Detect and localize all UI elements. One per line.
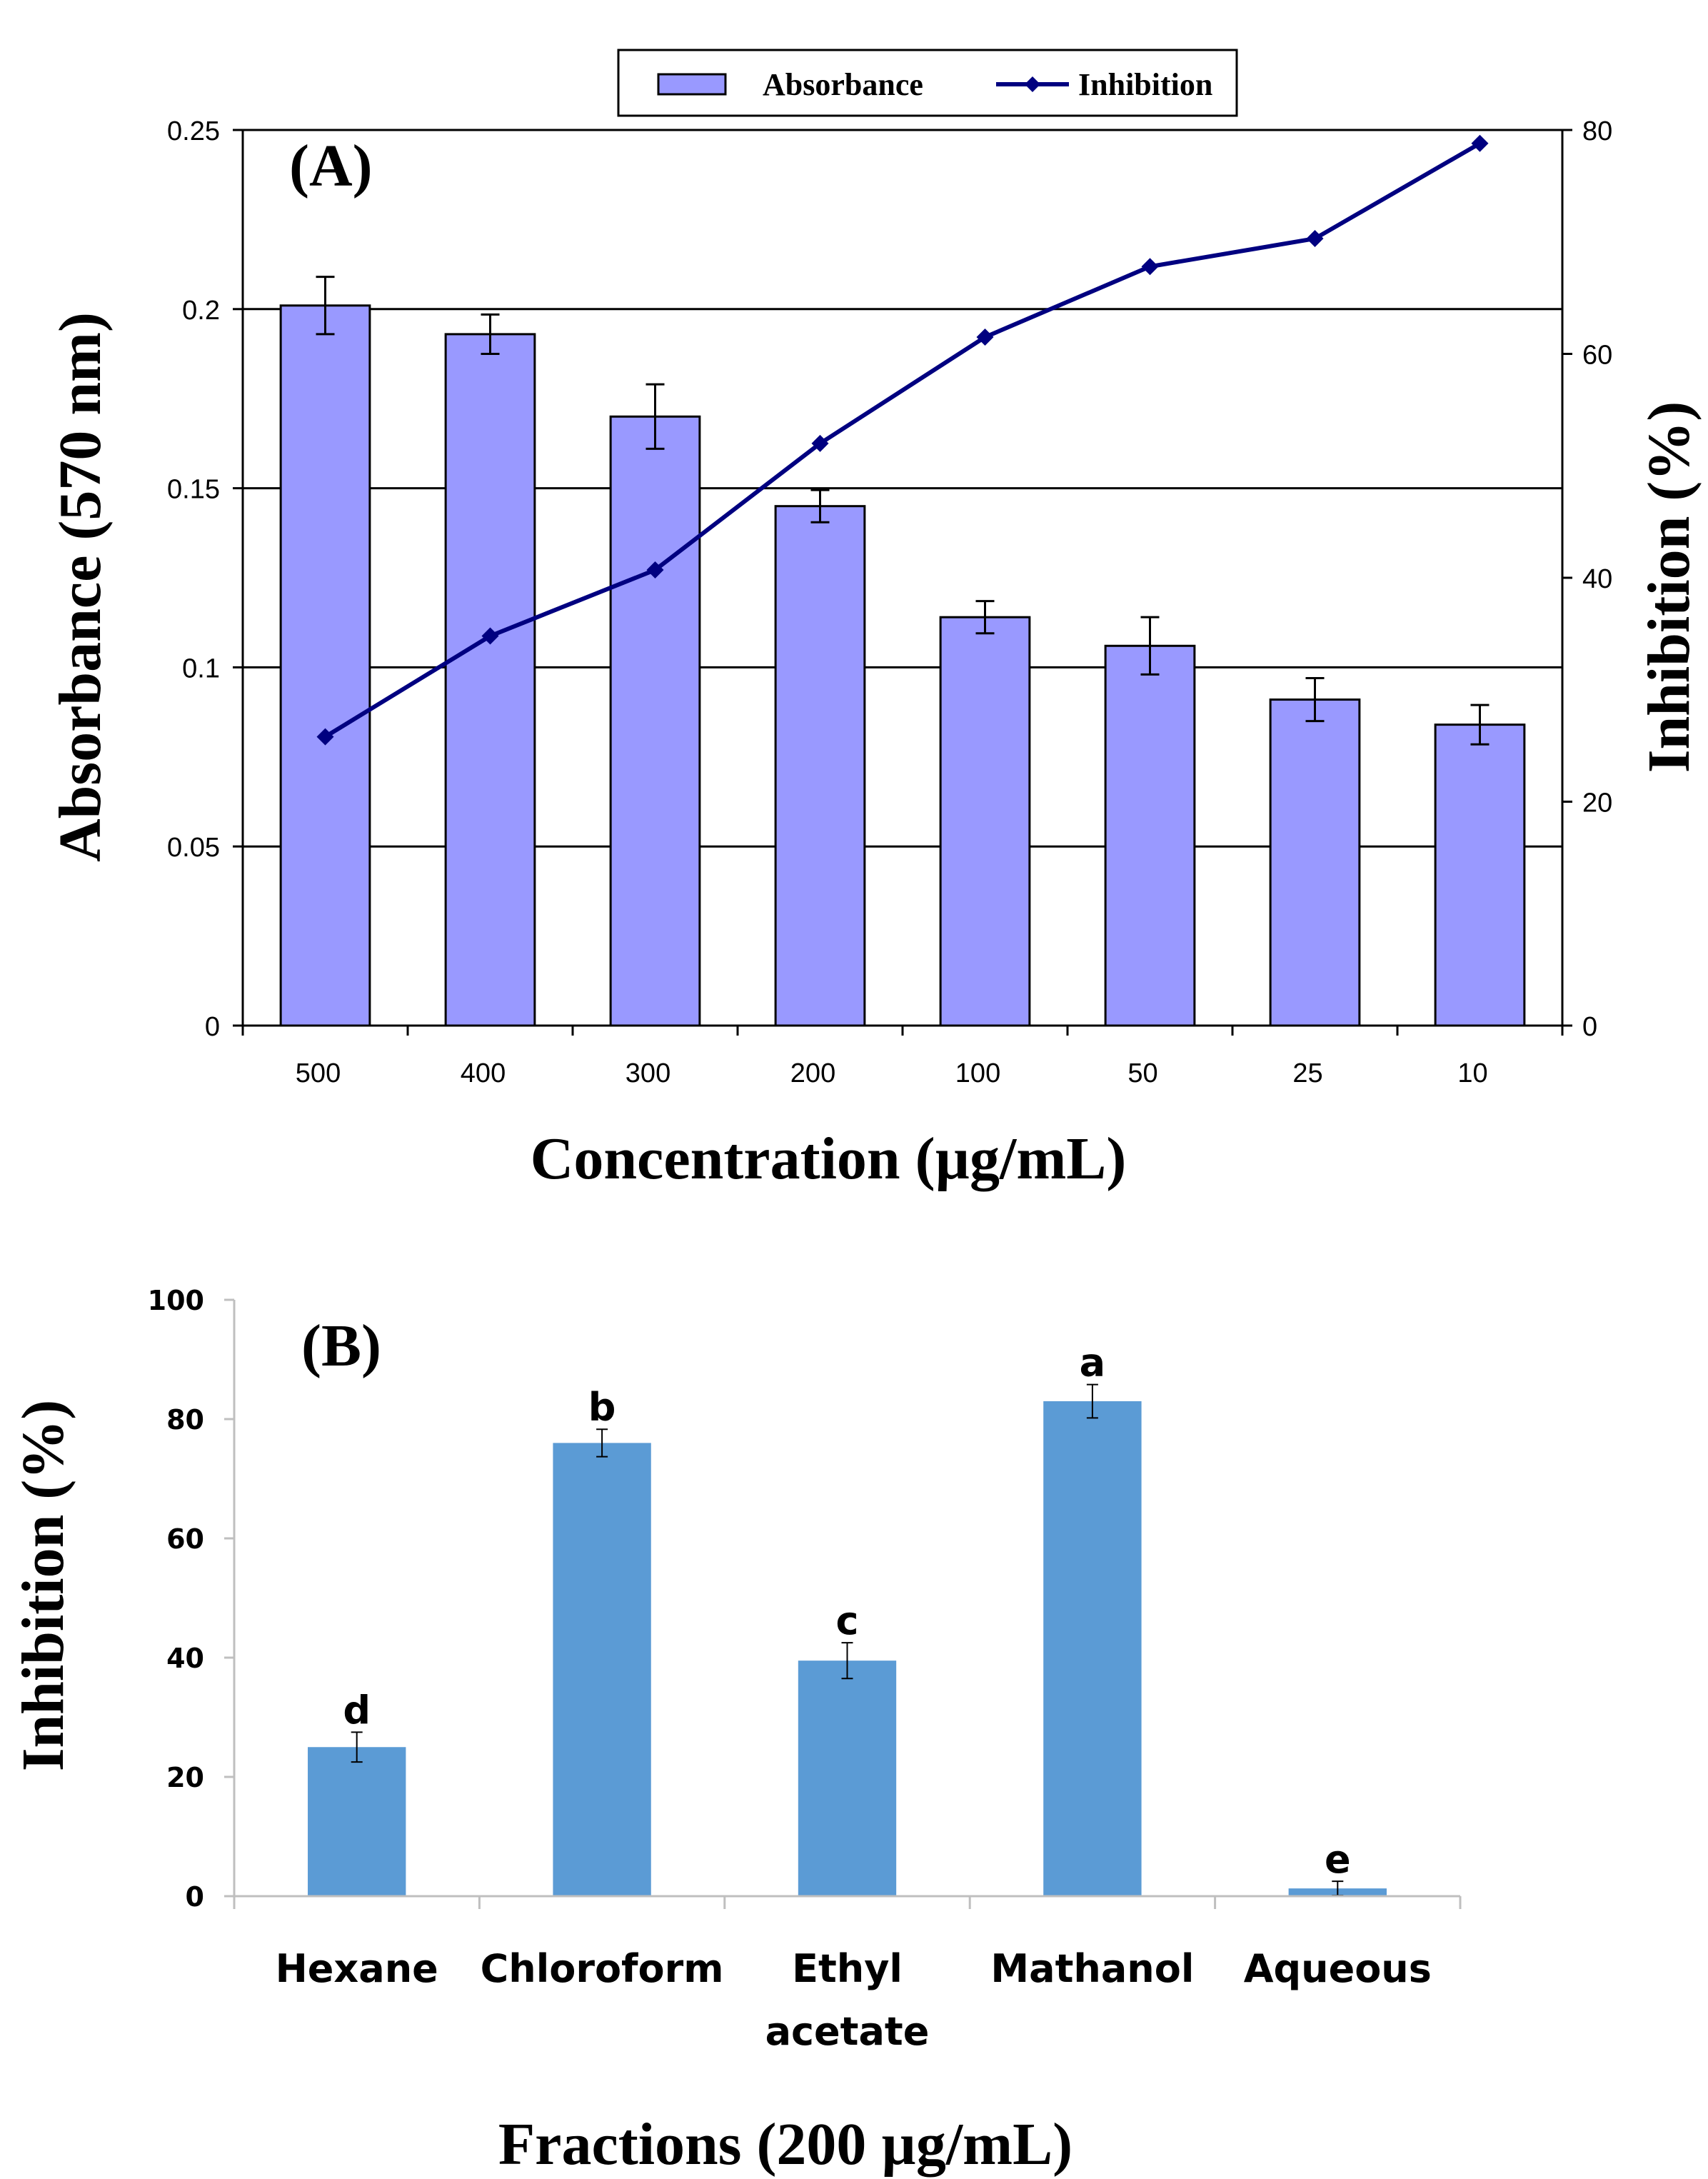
a-inhibition-marker [646, 561, 664, 579]
a-x-tick-label: 200 [790, 1058, 835, 1088]
b-x-tick-label: Ethyl [792, 1946, 903, 1991]
a-left-tick-label: 0.25 [167, 116, 220, 146]
b-significance-letter: a [1080, 1341, 1105, 1386]
a-panel-label: (A) [289, 133, 373, 199]
chart-a: 0 0.05 0.1 0.15 0.2 0.25 0 20 40 60 80 500 400 300 2… [47, 49, 1702, 1192]
b-y-tick-label: 40 [166, 1643, 204, 1674]
a-inhibition-marker [976, 328, 994, 346]
a-left-tick-label: 0.1 [182, 653, 220, 683]
b-y-ticks: 0 20 40 60 80 100 [148, 1285, 234, 1913]
a-inhibition-marker [316, 728, 334, 746]
a-y-axis-label: Absorbance (570 nm) [47, 312, 114, 862]
b-significance-letter: c [835, 1598, 858, 1643]
a-inhibition-marker [1306, 230, 1324, 248]
b-y-tick-label: 100 [148, 1285, 204, 1316]
a-left-tick-label: 0.15 [167, 475, 220, 505]
legend-inhibition-label: Inhibition [1078, 67, 1212, 102]
a-inhibition-marker [811, 434, 829, 452]
a-left-ticks: 0 0.05 0.1 0.15 0.2 0.25 [167, 116, 243, 1042]
a-x-tick-label: 500 [296, 1058, 341, 1088]
a-x-ticks: 500 400 300 200 100 50 25 10 [241, 1026, 1564, 1088]
a-x-axis-label: Concentration (µg/mL) [531, 1126, 1127, 1192]
b-bar [798, 1660, 897, 1896]
b-x-tick-label: Aqueous [1244, 1946, 1432, 1991]
chart-b: d b c a e 0 20 40 60 80 100 Hexane Chloroform Ethyl… [10, 1285, 1462, 2178]
a-bar [1104, 644, 1196, 1027]
legend-absorbance-label: Absorbance [763, 67, 923, 102]
b-y-tick-label: 0 [186, 1881, 204, 1913]
b-significance-letters: d b c a e [343, 1341, 1350, 1883]
b-y-tick-label: 60 [166, 1523, 204, 1555]
a-inhibition-marker [1141, 258, 1159, 276]
b-y-tick-label: 80 [166, 1404, 204, 1436]
a-axes [241, 129, 1564, 1027]
a-legend: Absorbance Inhibition [617, 49, 1238, 117]
a-error-bars [316, 276, 1490, 746]
b-x-ticks: Hexane Chloroform Ethyl acetate Mathanol Aque… [233, 1896, 1462, 2054]
a-left-tick-label: 0.05 [167, 833, 220, 863]
a-bar [279, 304, 371, 1027]
b-x-tick-label: Hexane [276, 1946, 438, 1991]
a-y2-axis-label: Inhibition (%) [1636, 401, 1702, 773]
b-bar [1043, 1401, 1142, 1896]
a-bar [609, 415, 701, 1027]
b-bar [553, 1443, 651, 1896]
a-bar [444, 333, 536, 1027]
legend-absorbance-swatch [657, 73, 727, 96]
a-right-ticks: 0 20 40 60 80 [1562, 116, 1612, 1042]
a-right-tick-label: 40 [1582, 564, 1612, 594]
b-y-axis-label: Inhibition (%) [10, 1400, 76, 1772]
a-x-tick-label: 100 [955, 1058, 1000, 1088]
a-x-tick-label: 10 [1457, 1058, 1487, 1088]
a-bars [279, 304, 1526, 1027]
b-axes [233, 1300, 1460, 1898]
a-bar [774, 505, 866, 1027]
a-right-tick-label: 80 [1582, 116, 1612, 146]
a-right-tick-label: 60 [1582, 341, 1612, 371]
a-inhibition-marker [481, 627, 499, 645]
b-x-axis-label: Fractions (200 µg/mL) [498, 2111, 1072, 2178]
a-x-tick-label: 300 [626, 1058, 670, 1088]
a-x-tick-label: 400 [461, 1058, 506, 1088]
b-x-tick-label: acetate [765, 2009, 930, 2054]
a-bar [939, 616, 1031, 1027]
b-bar [308, 1747, 406, 1896]
b-significance-letter: b [588, 1385, 616, 1430]
b-significance-letter: d [343, 1688, 371, 1733]
a-x-tick-label: 25 [1292, 1058, 1322, 1088]
b-bars [308, 1401, 1387, 1896]
b-x-tick-label: Mathanol [990, 1946, 1194, 1991]
a-inhibition-marker [1471, 134, 1489, 152]
a-inhibition-series [316, 134, 1489, 746]
legend-inhibition-marker [1025, 76, 1040, 92]
a-right-tick-label: 0 [1582, 1012, 1597, 1042]
b-significance-letter: e [1325, 1837, 1351, 1882]
a-bar [1434, 723, 1526, 1027]
b-y-tick-label: 20 [166, 1762, 204, 1793]
b-x-tick-label: Chloroform [481, 1946, 724, 1991]
a-gridlines [243, 129, 1562, 848]
a-right-tick-label: 20 [1582, 788, 1612, 818]
a-left-tick-label: 0 [205, 1012, 220, 1042]
b-panel-label: (B) [301, 1313, 381, 1379]
a-left-tick-label: 0.2 [182, 296, 220, 326]
a-x-tick-label: 50 [1127, 1058, 1157, 1088]
a-bar [1269, 698, 1361, 1027]
a-inhibition-line [323, 141, 1481, 739]
